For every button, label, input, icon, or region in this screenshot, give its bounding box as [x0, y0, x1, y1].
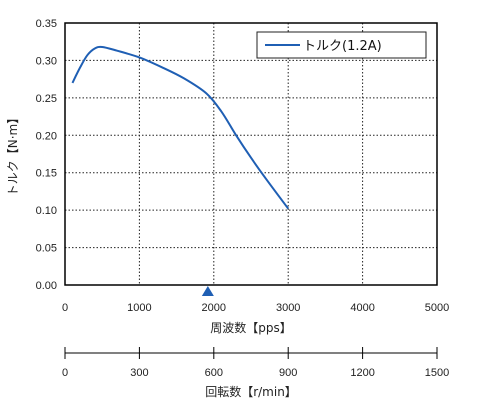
plot-frame: [64, 22, 438, 286]
legend-label: トルク(1.2A): [303, 39, 382, 54]
x-tick-label: 2000: [202, 302, 226, 314]
secondary-tick-label: 300: [130, 367, 148, 379]
y-tick-label: 0.10: [36, 205, 57, 217]
x-tick-label: 0: [62, 302, 68, 314]
secondary-tick-label: 1500: [425, 367, 449, 379]
secondary-tick-label: 1200: [350, 367, 374, 379]
y-tick-label: 0.00: [36, 280, 57, 292]
grid: [65, 23, 437, 285]
x-tick-labels: 0 1000 2000 3000 4000 5000: [62, 302, 449, 314]
secondary-tick-label: 900: [279, 367, 297, 379]
y-tick-labels: 0.00 0.05 0.10 0.15 0.20 0.25 0.30 0.35: [36, 18, 57, 292]
x-tick-label: 5000: [425, 302, 449, 314]
rpm-marker-triangle: [201, 286, 214, 296]
secondary-tick-label: 0: [62, 367, 68, 379]
secondary-axis-title: 回転数【r/min】: [205, 384, 297, 399]
y-axis-title: トルク【N·m】: [6, 112, 20, 196]
y-tick-label: 0.15: [36, 168, 57, 180]
series-line-torque: [71, 45, 290, 210]
y-tick-label: 0.25: [36, 93, 57, 105]
legend: トルク(1.2A): [256, 31, 427, 59]
y-tick-label: 0.05: [36, 243, 57, 255]
y-tick-label: 0.30: [36, 55, 57, 67]
y-tick-label: 0.20: [36, 130, 57, 142]
x-tick-label: 1000: [127, 302, 151, 314]
x-axis-title: 周波数【pps】: [210, 320, 292, 335]
secondary-axis: 0 300 600 900 1200 1500 回転数【r/min】: [62, 347, 449, 399]
y-tick-label: 0.35: [36, 18, 57, 30]
secondary-axis-ticks: 0 300 600 900 1200 1500: [62, 347, 449, 379]
x-tick-label: 4000: [350, 302, 374, 314]
secondary-tick-label: 600: [205, 367, 223, 379]
x-tick-label: 3000: [276, 302, 300, 314]
